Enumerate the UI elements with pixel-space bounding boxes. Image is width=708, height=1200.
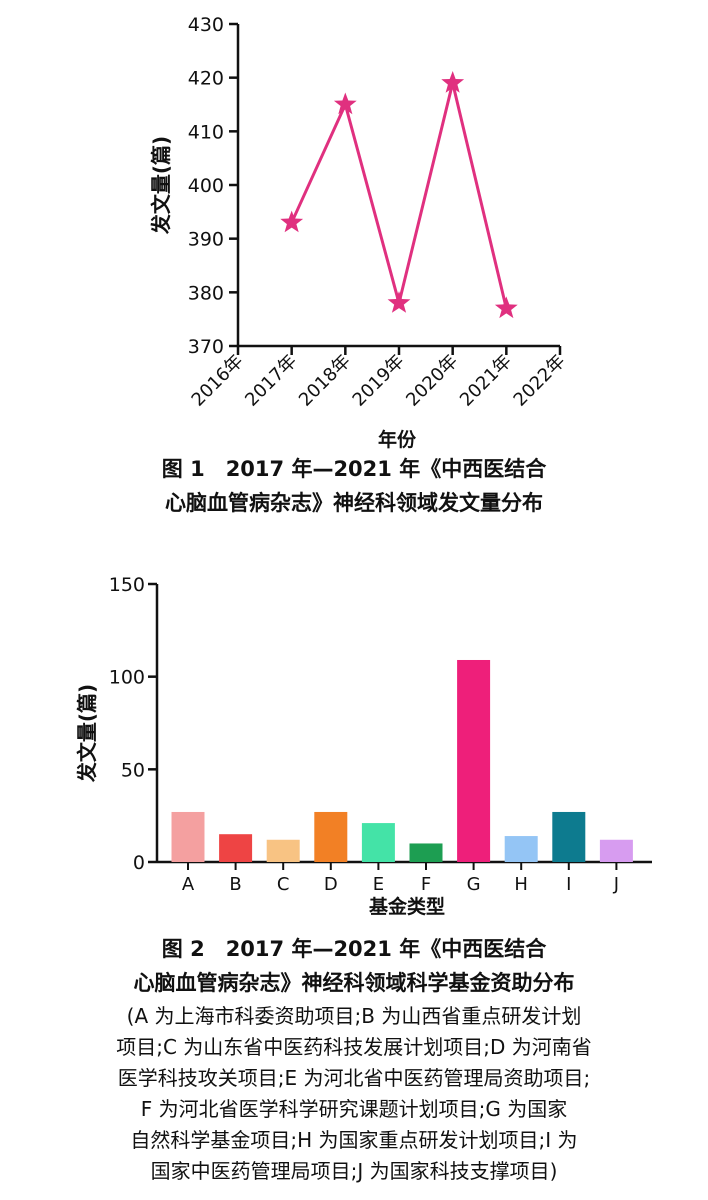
y-tick-label: 370 (188, 336, 224, 358)
y-tick-label: 430 (188, 14, 224, 36)
x-tick-label: G (467, 874, 481, 895)
y-tick-label: 380 (188, 282, 224, 304)
data-point-star (494, 296, 518, 319)
y-tick-label: 100 (109, 667, 145, 689)
data-point-star (333, 92, 357, 115)
figure-1-caption-line-1: 图 1 2017 年—2021 年《中西医结合 (161, 457, 547, 481)
y-tick-label: 420 (188, 68, 224, 90)
figure-2-note-line: 医学科技攻关项目;E 为河北省中医药管理局资助项目; (117, 1066, 591, 1090)
x-tick-label: F (421, 874, 431, 895)
x-tick-label: A (182, 874, 195, 895)
bar-chart: 0 50 100 150 A B C D E F G H I J 基金类型 发文量(篇) (75, 574, 652, 918)
bar-b (219, 834, 253, 862)
x-tick-label: 2019年 (349, 351, 409, 411)
bar-e (361, 823, 395, 862)
figure-2-caption-line-1: 图 2 2017 年—2021 年《中西医结合 (161, 937, 547, 961)
y-axis-title: 发文量(篇) (149, 136, 173, 235)
y-tick-label: 0 (133, 852, 145, 874)
x-tick-label: C (277, 874, 290, 895)
x-axis-title: 年份 (378, 428, 417, 451)
data-point-star (280, 210, 304, 233)
series-line (290, 82, 508, 309)
x-tick-label: 2021年 (456, 351, 516, 411)
figure-2-note-line: (A 为上海市科委资助项目;B 为山西省重点研发计划 (126, 1004, 582, 1028)
x-tick-label: J (613, 874, 619, 895)
x-tick-label: H (514, 874, 528, 895)
x-tick-label: I (566, 874, 571, 895)
line-chart: 370 380 390 400 410 420 430 2016年2017年2018年2019… (149, 14, 570, 451)
figure-2-note-line: F 为河北省医学科学研究课题计划项目;G 为国家 (140, 1097, 568, 1121)
bar-a (171, 811, 205, 862)
y-tick-label: 150 (109, 574, 145, 596)
bar-f (409, 843, 443, 862)
x-tick-label: 2022年 (510, 351, 570, 411)
figure-1-caption: 图 1 2017 年—2021 年《中西医结合 心脑血管病杂志》神经科领域发文量… (0, 452, 708, 520)
x-tick-label: 2018年 (295, 351, 355, 411)
y-tick-label: 400 (188, 175, 224, 197)
bar-j (599, 839, 633, 862)
y-axis-title: 发文量(篇) (75, 684, 99, 783)
bar-g (457, 659, 491, 862)
x-tick-label: B (229, 874, 241, 895)
x-axis-title: 基金类型 (368, 895, 445, 918)
x-tick-label: D (324, 874, 338, 895)
figure-2-caption-line-2: 心脑血管病杂志》神经科领域科学基金资助分布 (133, 971, 575, 995)
y-tick-label: 50 (121, 759, 145, 781)
x-tick-label: 2020年 (402, 351, 462, 411)
x-tick-label: E (373, 874, 384, 895)
figure-2-note-line: 项目;C 为山东省中医药科技发展计划项目;D 为河南省 (116, 1035, 592, 1059)
figure-2-note-line: 自然科学基金项目;H 为国家重点研发计划项目;I 为 (130, 1128, 578, 1152)
figure-2-caption: 图 2 2017 年—2021 年《中西医结合 心脑血管病杂志》神经科领域科学基… (0, 932, 708, 1186)
data-point-star (387, 291, 411, 313)
data-point-star (441, 71, 465, 93)
y-tick-label: 390 (188, 229, 224, 251)
bar-i (552, 811, 586, 862)
bar-c (266, 839, 300, 862)
figure-1-caption-line-2: 心脑血管病杂志》神经科领域发文量分布 (165, 491, 543, 515)
bar-d (314, 811, 348, 862)
y-tick-label: 410 (188, 121, 224, 143)
bar-h (504, 836, 538, 862)
figure-2-note-line: 国家中医药管理局项目;J 为国家科技支撑项目) (150, 1159, 558, 1183)
x-tick-label: 2016年 (188, 351, 248, 411)
x-tick-label: 2017年 (241, 351, 301, 411)
